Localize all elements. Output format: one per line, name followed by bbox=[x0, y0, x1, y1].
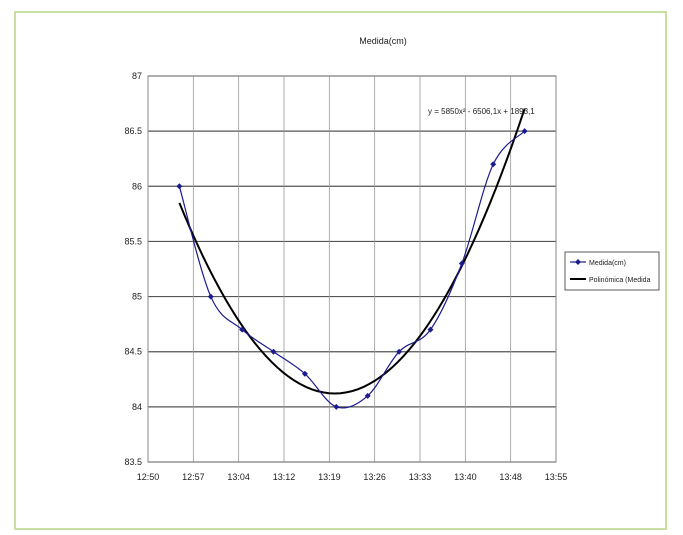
data-point bbox=[490, 161, 497, 168]
x-tick-label: 13:04 bbox=[227, 472, 250, 482]
y-axis-ticks: 83.5 84 84.5 85 85.5 86 86.5 87 bbox=[124, 71, 142, 467]
data-point bbox=[458, 260, 465, 267]
y-tick-label: 85.5 bbox=[124, 236, 142, 246]
data-point bbox=[207, 293, 214, 300]
data-point bbox=[427, 326, 434, 333]
y-tick-label: 84 bbox=[132, 402, 142, 412]
y-tick-label: 84.5 bbox=[124, 347, 142, 357]
x-axis-ticks: 12:50 12:57 13:04 13:12 13:19 13:26 13:33 13:40… bbox=[137, 472, 568, 482]
y-tick-label: 86 bbox=[132, 181, 142, 191]
y-tick-label: 86.5 bbox=[124, 126, 142, 136]
x-tick-label: 12:50 bbox=[137, 472, 160, 482]
data-point bbox=[176, 183, 183, 190]
chart-frame bbox=[14, 11, 667, 530]
x-tick-label: 13:40 bbox=[454, 472, 477, 482]
legend: Medida(cm) Polinómica (Medida bbox=[564, 251, 660, 291]
data-point bbox=[270, 348, 277, 355]
plot-area-border bbox=[147, 75, 557, 463]
series-line-medida bbox=[178, 130, 526, 409]
x-tick-label: 13:55 bbox=[545, 472, 568, 482]
x-tick-label: 13:19 bbox=[318, 472, 341, 482]
x-tick-label: 13:12 bbox=[273, 472, 296, 482]
x-tick-label: 12:57 bbox=[182, 472, 205, 482]
data-point bbox=[521, 128, 528, 135]
y-tick-label: 87 bbox=[132, 71, 142, 81]
data-point bbox=[301, 370, 308, 377]
data-point bbox=[396, 348, 403, 355]
trendline-equation: y = 5850x² - 6506,1x + 1893,1 bbox=[428, 107, 535, 116]
legend-label-polinomica: Polinómica (Medida bbox=[589, 277, 651, 284]
x-tick-label: 13:26 bbox=[363, 472, 386, 482]
y-tick-label: 83.5 bbox=[124, 457, 142, 467]
y-tick-label: 85 bbox=[132, 292, 142, 302]
legend-label-medida: Medida(cm) bbox=[589, 260, 626, 267]
series-markers bbox=[176, 128, 528, 410]
data-point bbox=[333, 403, 340, 410]
data-point bbox=[239, 326, 246, 333]
chart-title: Medida(cm) bbox=[359, 36, 407, 46]
x-tick-label: 13:33 bbox=[409, 472, 432, 482]
legend-marker-medida bbox=[575, 259, 581, 265]
trendline bbox=[178, 108, 526, 395]
data-point bbox=[364, 392, 371, 399]
x-tick-label: 13:48 bbox=[499, 472, 522, 482]
